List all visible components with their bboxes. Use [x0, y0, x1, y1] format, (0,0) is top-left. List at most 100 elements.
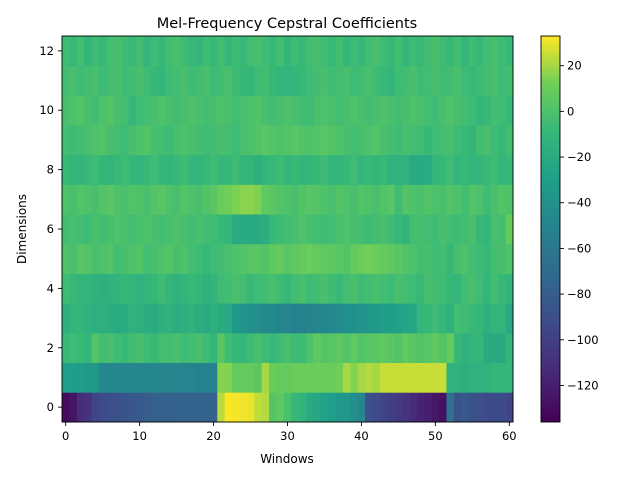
heatmap-cell [342, 303, 351, 334]
heatmap-cell [91, 273, 100, 304]
heatmap-cell [84, 95, 92, 126]
heatmap-cell [335, 362, 344, 393]
heatmap-cell [165, 273, 174, 304]
heatmap-cell [150, 332, 159, 364]
heatmap-cell [209, 184, 218, 215]
heatmap-cell [180, 125, 189, 156]
heatmap-cell [269, 332, 277, 364]
heatmap-cell [84, 125, 92, 156]
heatmap-cell [394, 125, 403, 156]
heatmap-cell [379, 392, 388, 423]
heatmap-cell [232, 303, 240, 334]
heatmap-cell [254, 362, 263, 393]
heatmap-cell [461, 65, 470, 96]
heatmap-cell [416, 214, 425, 245]
heatmap-cell [69, 95, 78, 126]
heatmap-cell [224, 154, 233, 185]
heatmap-cell [365, 125, 373, 156]
heatmap-cell [350, 362, 359, 393]
heatmap-cell [76, 332, 85, 364]
heatmap-cell [269, 243, 277, 274]
heatmap-cell [143, 36, 152, 67]
heatmap-cell [490, 273, 499, 304]
heatmap-cell [62, 243, 70, 274]
heatmap-cell [461, 273, 470, 304]
heatmap-cell [291, 243, 299, 274]
heatmap-cell [254, 332, 263, 364]
heatmap-cell [239, 184, 248, 215]
heatmap-cell [446, 154, 455, 185]
heatmap-cell [84, 184, 92, 215]
heatmap-cell [357, 36, 366, 67]
heatmap-cell [505, 303, 514, 334]
heatmap-cell [313, 243, 322, 274]
heatmap-cell [320, 273, 329, 304]
heatmap-cell [350, 214, 359, 245]
heatmap-cell [150, 303, 159, 334]
heatmap-cell [276, 95, 285, 126]
heatmap-cell [91, 362, 100, 393]
heatmap-cell [424, 243, 433, 274]
heatmap-cell [269, 36, 277, 67]
heatmap-cell [180, 273, 189, 304]
heatmap-cell [261, 332, 270, 364]
heatmap-cell [498, 362, 506, 393]
heatmap-cell [476, 332, 484, 364]
heatmap-cell [195, 243, 203, 274]
heatmap-cell [209, 65, 218, 96]
heatmap-cell [402, 154, 410, 185]
heatmap-cell [232, 95, 240, 126]
heatmap-cell [143, 125, 152, 156]
heatmap-cell [106, 184, 115, 215]
heatmap-cell [372, 36, 381, 67]
heatmap-cell [217, 303, 226, 334]
heatmap-cell [239, 243, 248, 274]
heatmap-cell [69, 273, 78, 304]
heatmap-cell [232, 243, 240, 274]
heatmap-cell [446, 392, 455, 423]
heatmap-cell [431, 243, 440, 274]
heatmap-cell [394, 332, 403, 364]
heatmap-cell [365, 273, 373, 304]
heatmap-cell [224, 332, 233, 364]
heatmap-cell [350, 184, 359, 215]
x-tick-label: 30 [280, 429, 295, 443]
heatmap-cell [254, 273, 263, 304]
heatmap-cell [195, 303, 203, 334]
heatmap-cell [165, 362, 174, 393]
heatmap-cell [172, 273, 181, 304]
heatmap-cell [379, 273, 388, 304]
heatmap-cell [121, 125, 129, 156]
heatmap-cell [283, 65, 292, 96]
heatmap-cell [305, 65, 314, 96]
heatmap-cell [246, 95, 255, 126]
heatmap-cell [91, 95, 100, 126]
heatmap-cell [84, 214, 92, 245]
heatmap-cell [158, 362, 166, 393]
heatmap-cell [379, 65, 388, 96]
heatmap-cell [416, 392, 425, 423]
heatmap-cell [431, 362, 440, 393]
heatmap-cell [305, 303, 314, 334]
heatmap-cell [291, 125, 299, 156]
heatmap-cell [276, 36, 285, 67]
heatmap-cell [416, 125, 425, 156]
heatmap-cell [461, 243, 470, 274]
heatmap-cell [439, 243, 447, 274]
heatmap-cell [505, 273, 514, 304]
heatmap-cell [498, 243, 506, 274]
heatmap-cell [98, 392, 107, 423]
heatmap-cell [453, 362, 462, 393]
heatmap-cell [328, 184, 336, 215]
heatmap-cell [372, 392, 381, 423]
heatmap-cell [172, 95, 181, 126]
heatmap-cell [128, 154, 137, 185]
heatmap-cell [113, 303, 122, 334]
heatmap-cell [424, 362, 433, 393]
heatmap-cell [402, 273, 410, 304]
heatmap-cell [187, 332, 196, 364]
heatmap-cell [246, 332, 255, 364]
heatmap-cell [365, 362, 373, 393]
heatmap-cell [283, 36, 292, 67]
heatmap-cell [424, 184, 433, 215]
